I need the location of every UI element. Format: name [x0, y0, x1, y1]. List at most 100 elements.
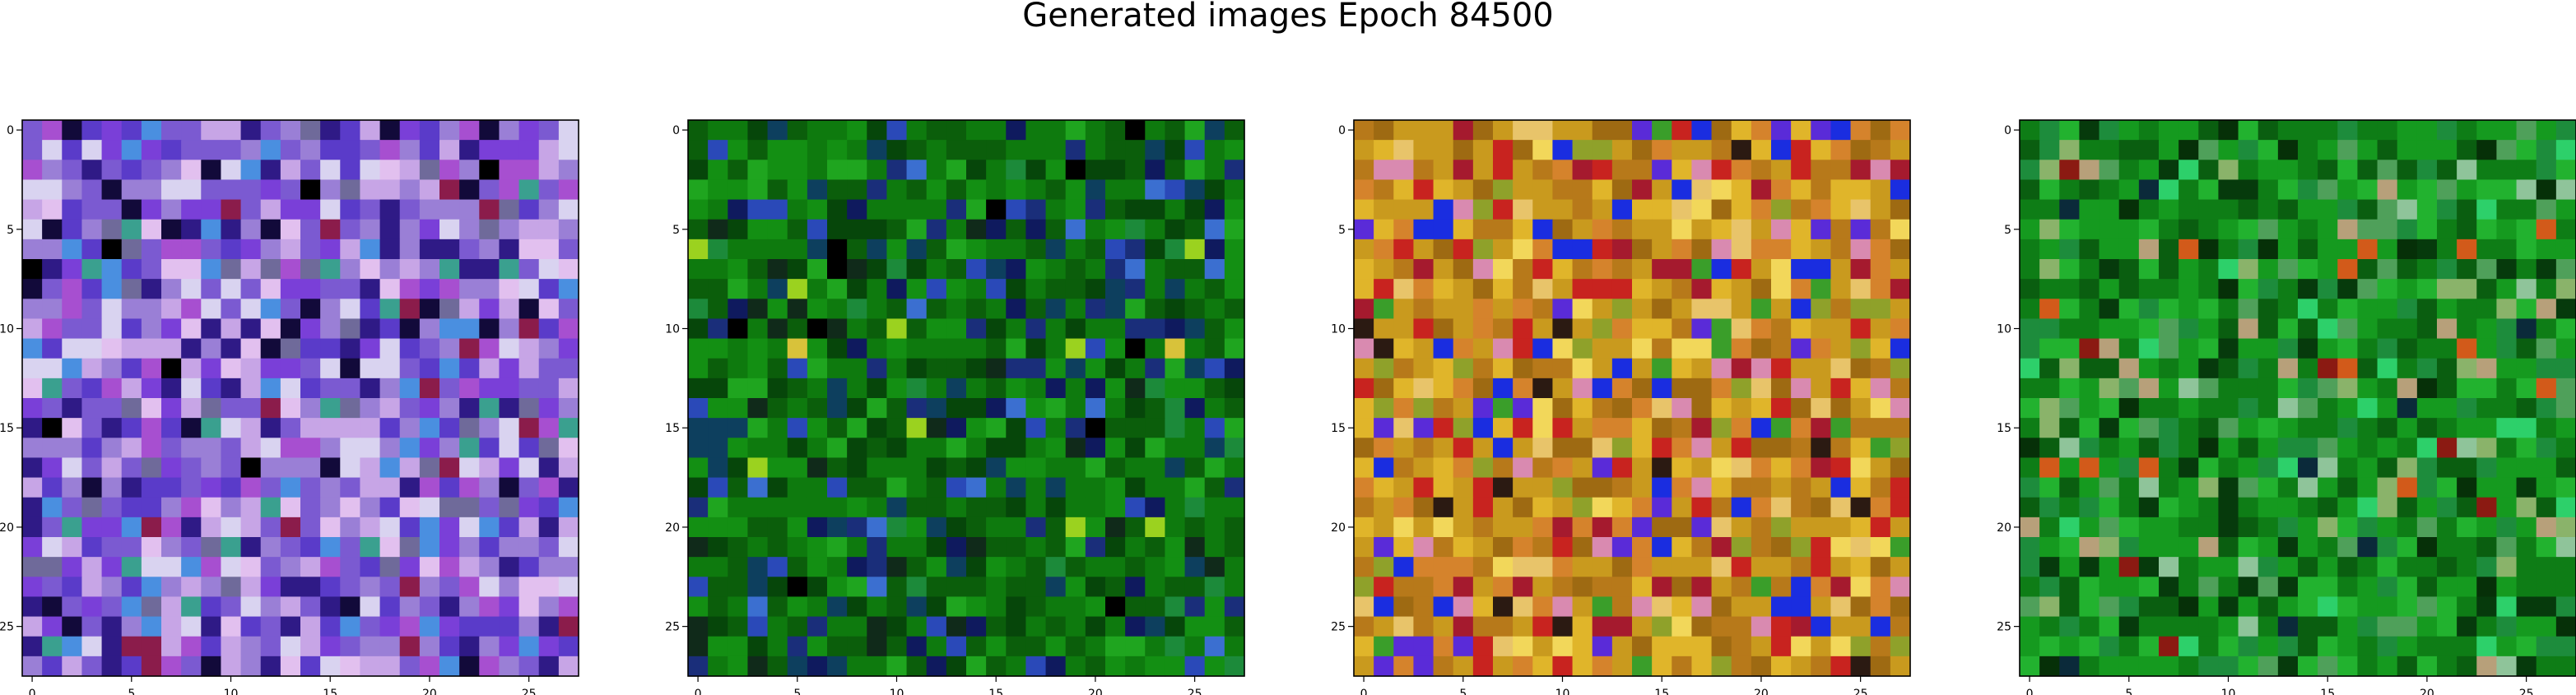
pixel — [221, 577, 242, 598]
pixel — [2238, 338, 2259, 359]
pixel — [906, 318, 928, 340]
pixel — [807, 537, 828, 558]
pixel — [2138, 596, 2160, 618]
pixel — [1393, 398, 1415, 419]
pixel — [1652, 199, 1672, 220]
pixel — [181, 398, 202, 419]
pixel — [320, 279, 341, 299]
pixel — [1145, 160, 1166, 181]
pixel — [2496, 577, 2518, 598]
pixel — [1493, 318, 1514, 340]
pixel — [1830, 219, 1852, 240]
pixel — [81, 577, 103, 598]
pixel — [1652, 120, 1672, 141]
pixel — [340, 239, 361, 260]
pixel — [260, 596, 281, 618]
pixel — [1672, 577, 1693, 598]
pixel — [728, 477, 749, 498]
pixel — [1572, 358, 1593, 379]
pixel — [2238, 656, 2259, 677]
pixel — [2099, 378, 2120, 399]
pixel — [1165, 219, 1186, 240]
pixel — [886, 438, 908, 459]
pixel — [439, 338, 460, 359]
pixel — [1433, 636, 1454, 657]
pixel — [1374, 239, 1394, 260]
pixel — [1811, 239, 1832, 260]
pixel — [2555, 438, 2576, 459]
pixel — [320, 338, 341, 359]
pixel — [886, 160, 908, 181]
pixel — [1811, 160, 1832, 181]
pixel — [538, 616, 560, 637]
pixel — [1751, 179, 1772, 201]
pixel — [2416, 338, 2438, 359]
pixel — [886, 299, 908, 320]
pixel — [2118, 577, 2140, 598]
pixel — [1045, 438, 1067, 459]
pixel — [340, 596, 361, 618]
pixel — [2357, 398, 2378, 419]
pixel — [320, 438, 341, 459]
pixel — [439, 239, 460, 260]
pixel — [121, 239, 142, 260]
pixel — [1611, 438, 1633, 459]
pixel — [1672, 497, 1693, 518]
pixel — [1354, 557, 1374, 577]
pixel — [1085, 537, 1106, 558]
pixel — [966, 477, 987, 498]
pixel — [1145, 398, 1166, 419]
pixel — [538, 636, 560, 657]
pixel — [2118, 299, 2140, 320]
pixel — [946, 338, 967, 359]
pixel — [2377, 299, 2398, 320]
pixel — [1045, 219, 1067, 240]
pixel — [2218, 318, 2239, 340]
pixel — [2059, 457, 2081, 479]
pixel — [2238, 438, 2259, 459]
pixel — [399, 517, 421, 538]
pixel — [121, 338, 142, 359]
pixel — [2298, 120, 2318, 141]
pixel — [181, 140, 202, 160]
pixel — [1850, 219, 1872, 240]
pixel — [260, 140, 281, 160]
pixel — [1731, 557, 1752, 577]
pixel — [1830, 557, 1852, 577]
pixel — [747, 438, 769, 459]
pixel — [747, 219, 769, 240]
pixel — [2159, 199, 2179, 220]
pixel — [2377, 259, 2398, 280]
pixel — [1493, 477, 1514, 498]
pixel — [1085, 457, 1106, 479]
pixel — [2476, 636, 2498, 657]
pixel — [946, 537, 967, 558]
pixel — [399, 259, 421, 280]
pixel — [439, 616, 460, 637]
pixel — [42, 418, 63, 438]
pixel — [2238, 318, 2259, 340]
pixel — [1184, 457, 1206, 479]
pixel — [1065, 160, 1086, 181]
pixel — [2476, 457, 2498, 479]
pixel — [2039, 557, 2060, 577]
pixel — [1552, 219, 1574, 240]
pixel — [280, 477, 301, 498]
pixel — [1632, 140, 1653, 160]
pixel — [2555, 120, 2576, 141]
pixel — [1592, 398, 1613, 419]
pixel — [2178, 120, 2199, 141]
pixel — [2059, 398, 2081, 419]
pixel — [1513, 299, 1533, 320]
pixel — [1870, 636, 1891, 657]
pixel — [2496, 438, 2518, 459]
pixel — [767, 120, 788, 141]
pixel — [2416, 457, 2438, 479]
pixel — [1105, 378, 1126, 399]
pixel — [2536, 457, 2557, 479]
pixel — [121, 557, 142, 577]
pixel — [747, 457, 769, 479]
pixel — [2437, 636, 2457, 657]
pixel — [1085, 239, 1106, 260]
pixel — [360, 140, 381, 160]
